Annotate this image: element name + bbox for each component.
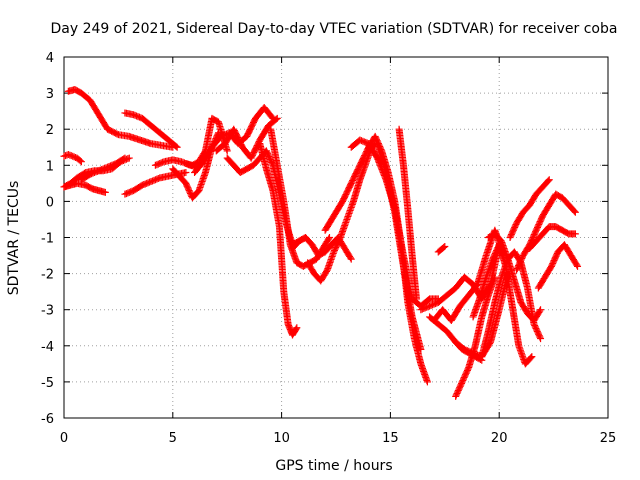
data-point: [537, 306, 545, 314]
series-27: [452, 338, 486, 364]
series-11: [191, 104, 277, 177]
series-16: [288, 234, 355, 263]
y-tick-label: -4: [41, 340, 54, 355]
data-point: [536, 307, 544, 315]
series-4: [64, 85, 177, 151]
data-point: [571, 230, 579, 238]
y-axis: -6 -5 -4 -3 -2 -1 0 1 2 3 4: [41, 51, 608, 427]
data-point: [173, 143, 181, 151]
data-point: [325, 234, 333, 241]
data-point: [491, 273, 499, 281]
data-point: [571, 208, 579, 216]
y-tick-label: 3: [46, 87, 54, 102]
data-point: [545, 176, 553, 184]
data-point: [121, 154, 129, 162]
x-tick-label: 20: [491, 431, 508, 446]
y-tick-label: -6: [41, 412, 54, 427]
series-20: [365, 132, 431, 386]
data-point: [536, 333, 544, 341]
series-21: [395, 125, 421, 303]
y-tick-label: 2: [46, 123, 54, 138]
series-6: [121, 109, 181, 151]
series-1: [60, 150, 85, 166]
data-point: [182, 169, 190, 177]
data-point: [325, 235, 333, 243]
x-tick-label: 25: [600, 431, 617, 446]
data-point: [336, 235, 344, 243]
data-point: [273, 114, 281, 122]
x-axis-label: GPS time / hours: [275, 458, 392, 474]
y-tick-label: 0: [46, 195, 54, 210]
y-tick-label: -5: [41, 376, 54, 391]
data-point: [423, 378, 431, 386]
series-28: [469, 241, 536, 368]
series-3: [60, 179, 109, 196]
chart-title: Day 249 of 2021, Sidereal Day-to-day VTE…: [51, 21, 618, 37]
data-point: [441, 243, 449, 251]
y-tick-label: 1: [46, 159, 54, 174]
series-22: [434, 243, 449, 256]
series-30: [484, 230, 545, 325]
data-point: [76, 157, 84, 165]
series-33: [526, 223, 579, 252]
data-point: [223, 147, 231, 155]
y-axis-label: SDTVAR / TECUs: [6, 181, 22, 296]
data-point: [544, 177, 552, 185]
x-tick-label: 0: [60, 431, 68, 446]
x-tick-label: 5: [169, 431, 177, 446]
series-12: [212, 114, 281, 162]
data-points: [60, 85, 582, 400]
data-point: [347, 255, 355, 263]
data-point: [528, 353, 536, 361]
data-point: [293, 324, 301, 332]
data-point: [77, 158, 85, 166]
x-axis: 0 5 10 15 20 25: [60, 57, 616, 446]
data-point: [537, 335, 545, 343]
data-point: [292, 325, 300, 333]
series-7: [121, 169, 190, 198]
data-point: [101, 188, 109, 196]
data-point: [573, 261, 581, 269]
data-point: [527, 354, 535, 362]
y-tick-label: -1: [41, 232, 54, 247]
data-point: [570, 207, 578, 215]
x-tick-label: 10: [273, 431, 290, 446]
series-26: [452, 273, 499, 400]
y-tick-label: 4: [46, 51, 54, 66]
series-9: [169, 129, 222, 202]
series-32: [513, 190, 579, 274]
y-tick-label: -3: [41, 304, 54, 319]
data-point: [272, 115, 280, 123]
series-14: [256, 140, 301, 339]
series-34: [534, 241, 582, 292]
series-31: [506, 176, 553, 241]
data-point: [120, 155, 128, 163]
y-tick-label: -2: [41, 268, 54, 283]
data-point: [346, 254, 354, 262]
x-tick-label: 15: [382, 431, 399, 446]
data-point: [413, 295, 421, 303]
data-point: [574, 262, 582, 270]
data-point: [440, 243, 448, 251]
data-point: [172, 142, 180, 150]
series-5: [77, 154, 129, 184]
